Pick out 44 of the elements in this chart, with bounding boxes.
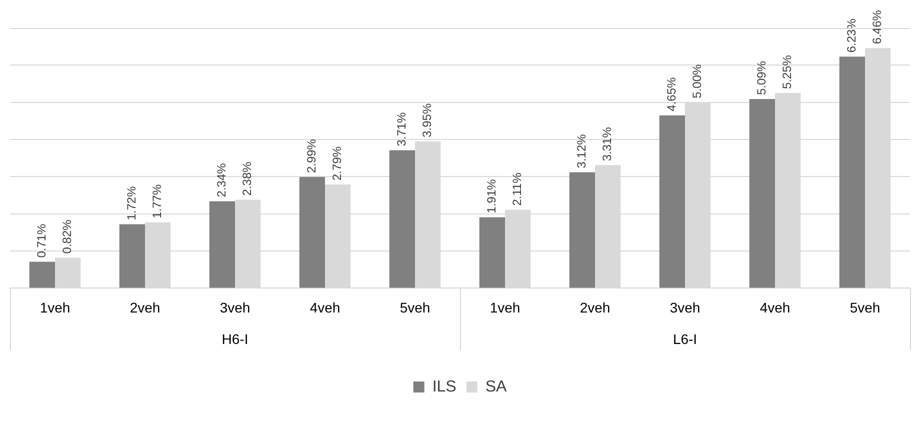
x-tick-label: 5veh: [400, 299, 430, 316]
bar: [659, 115, 685, 288]
data-label: 2.79%: [330, 146, 344, 180]
bar: [299, 177, 325, 288]
data-label: 1.91%: [484, 178, 498, 214]
x-tick-label: 2veh: [130, 299, 160, 316]
data-label: 2.99%: [304, 138, 318, 174]
x-tick-label: 2veh: [580, 299, 610, 316]
data-label: 2.38%: [240, 161, 254, 196]
bar: [569, 172, 595, 288]
data-label: 3.95%: [420, 103, 434, 138]
bar: [209, 201, 235, 288]
data-label: 0.71%: [34, 223, 48, 258]
bar: [29, 262, 55, 288]
text: H6-I: [222, 331, 248, 348]
bar: [749, 99, 775, 288]
data-label: 4.65%: [664, 76, 678, 112]
data-label: 0.82%: [60, 219, 74, 254]
x-tick-label: 3veh: [670, 299, 700, 316]
data-label: 3.12%: [574, 134, 588, 168]
data-label: 1.72%: [124, 186, 138, 220]
bar: [119, 224, 145, 288]
legend-label: SA: [485, 378, 508, 396]
x-tick-label: 3veh: [220, 299, 250, 316]
x-tick-label: 4veh: [760, 299, 790, 316]
bar: [839, 56, 865, 288]
data-label: 5.25%: [780, 54, 794, 90]
legend-label: ILS: [432, 378, 456, 396]
bar: [389, 150, 415, 288]
data-label: 2.34%: [214, 162, 228, 198]
data-label: 5.09%: [754, 60, 768, 95]
data-label: 1.77%: [150, 184, 164, 218]
text: L6-I: [672, 331, 698, 348]
data-label: 2.11%: [510, 172, 524, 206]
x-tick-label: 1veh: [490, 299, 520, 316]
data-label: 6.46%: [870, 10, 884, 44]
x-tick-label: 5veh: [850, 299, 880, 316]
data-label: 3.31%: [600, 126, 614, 162]
data-label: 5.00%: [690, 64, 704, 98]
data-label: 6.23%: [844, 18, 858, 53]
bar: [479, 217, 505, 288]
x-tick-label: 4veh: [310, 299, 340, 316]
x-tick-label: 1veh: [40, 299, 70, 316]
data-label: 3.71%: [394, 112, 408, 146]
